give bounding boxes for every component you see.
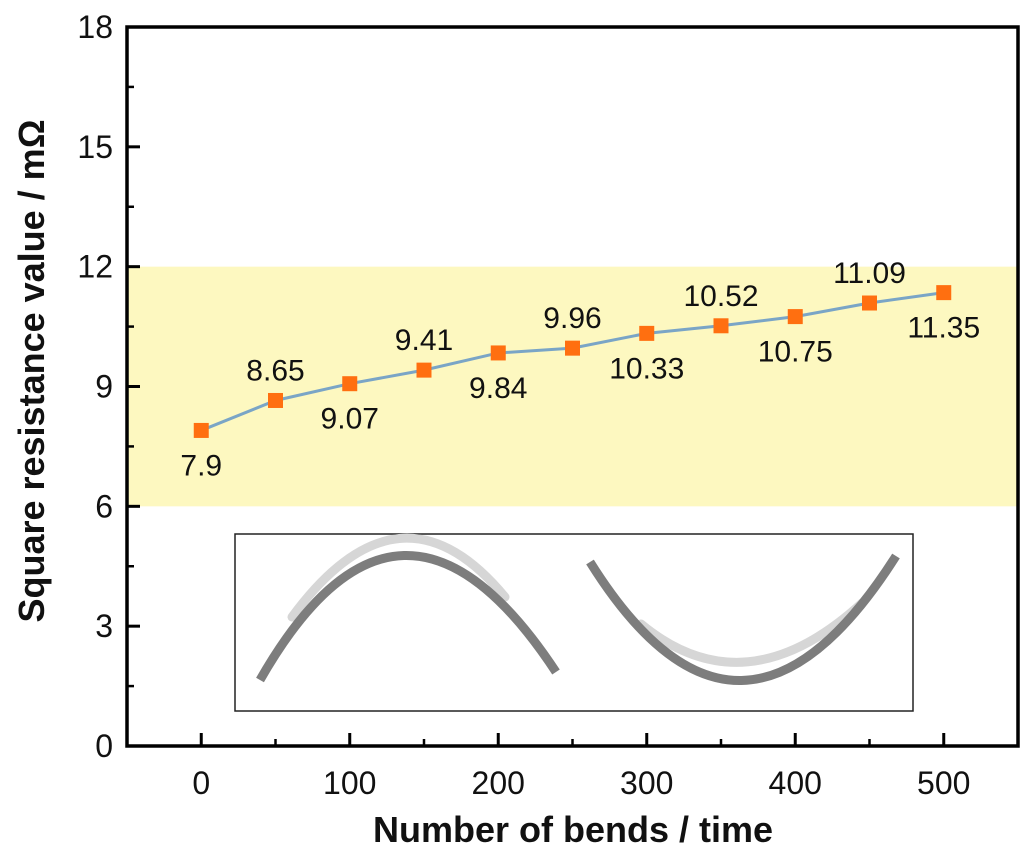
x-tick-label: 100 xyxy=(323,765,376,801)
data-point-label: 9.41 xyxy=(395,324,453,357)
x-tick-label: 200 xyxy=(472,765,525,801)
data-point-label: 10.33 xyxy=(609,352,684,385)
y-tick-label: 6 xyxy=(95,488,113,524)
y-tick-label: 18 xyxy=(77,9,113,45)
y-tick-label: 15 xyxy=(77,129,113,165)
x-tick-label: 500 xyxy=(917,765,970,801)
data-point-marker xyxy=(639,325,655,341)
data-point-label: 8.65 xyxy=(246,354,304,387)
data-point-label: 10.52 xyxy=(683,280,758,313)
data-point-label: 9.96 xyxy=(543,302,601,335)
x-tick-label: 300 xyxy=(620,765,673,801)
data-point-marker xyxy=(490,345,506,361)
concave-strip xyxy=(586,553,900,685)
data-point-label: 11.35 xyxy=(907,312,980,345)
y-axis-title: Square resistance value / mΩ xyxy=(11,119,52,622)
y-tick-label: 0 xyxy=(95,728,113,764)
x-tick-label: 400 xyxy=(769,765,822,801)
concave-strip-film xyxy=(636,598,867,667)
x-axis-ticks: 0 100 200 300 400 500 xyxy=(125,733,1020,801)
data-point-marker xyxy=(787,309,803,325)
data-point-label: 9.84 xyxy=(469,372,527,405)
convex-strip-film xyxy=(287,533,510,622)
data-point-marker xyxy=(342,376,358,392)
inset-frame xyxy=(234,533,914,712)
y-axis-ticks: 0 3 6 9 12 15 18 xyxy=(77,9,140,764)
y-tick-label: 9 xyxy=(95,369,113,405)
data-point-marker xyxy=(416,362,432,378)
data-point-label: 7.9 xyxy=(180,449,222,482)
x-axis-title: Number of bends / time xyxy=(373,809,773,850)
convex-strip xyxy=(256,551,560,683)
data-point-marker xyxy=(936,285,952,301)
x-tick-label: 0 xyxy=(192,765,210,801)
data-point-marker xyxy=(565,340,580,356)
plot-frame xyxy=(125,25,1020,748)
series-markers xyxy=(193,285,952,438)
data-point-label: 9.07 xyxy=(321,403,379,436)
data-point-marker xyxy=(268,392,283,408)
data-point-marker xyxy=(193,422,209,438)
data-point-marker xyxy=(713,318,729,334)
y-tick-label: 3 xyxy=(95,608,113,644)
data-point-marker xyxy=(862,295,877,311)
data-point-label: 10.75 xyxy=(758,336,833,369)
y-tick-label: 12 xyxy=(77,249,113,285)
data-point-label: 11.09 xyxy=(833,257,906,290)
bending-inset xyxy=(234,533,914,712)
